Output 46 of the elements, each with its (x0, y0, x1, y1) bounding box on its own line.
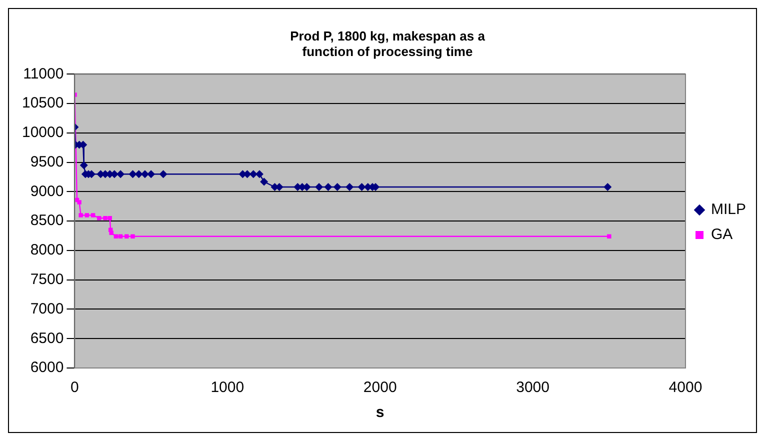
x-tick-label: 2000 (363, 379, 397, 396)
point (90, 213, 96, 218)
point (604, 183, 612, 192)
y-tick-label: 8500 (30, 212, 64, 230)
point (315, 183, 324, 192)
y-tick-label: 8000 (30, 242, 64, 259)
point (346, 183, 354, 192)
point (108, 216, 112, 220)
chart-title: Prod P, 1800 kg, makespan as a function of processing time (290, 28, 486, 59)
point (147, 170, 156, 178)
x-tick-label: 3000 (516, 379, 550, 396)
point (260, 178, 268, 186)
point (80, 161, 88, 170)
point (134, 170, 143, 178)
point (77, 200, 82, 204)
y-tick-label: 6500 (30, 330, 64, 347)
point (249, 170, 258, 178)
y-tick-label: 11000 (23, 65, 64, 82)
point (324, 183, 332, 192)
point (109, 230, 114, 235)
point (78, 213, 83, 218)
point (128, 170, 137, 178)
x-tick-label: 4000 (668, 379, 702, 396)
point (607, 234, 612, 238)
x-axis-title: s (376, 404, 384, 422)
x-tick-label: 1000 (210, 379, 244, 396)
point (358, 183, 366, 192)
y-tick-label: 7500 (30, 271, 64, 288)
y-tick-label: 10500 (22, 94, 64, 112)
y-tick-label: 10000 (22, 124, 64, 142)
y-tick-label: 6000 (30, 359, 64, 376)
y-tick-label: 9000 (30, 182, 64, 200)
y-tick-label: 9500 (30, 153, 64, 170)
x-tick-label: 0 (70, 379, 79, 396)
point (140, 170, 149, 178)
point (84, 213, 90, 218)
point (116, 170, 125, 178)
legend-label: MILP (710, 201, 746, 218)
point (130, 234, 135, 238)
point (333, 183, 342, 192)
point (255, 170, 264, 178)
point (159, 170, 168, 178)
legend-label: GA (710, 226, 733, 244)
y-tick-label: 7000 (30, 300, 64, 318)
point (103, 216, 108, 220)
point (97, 216, 102, 220)
